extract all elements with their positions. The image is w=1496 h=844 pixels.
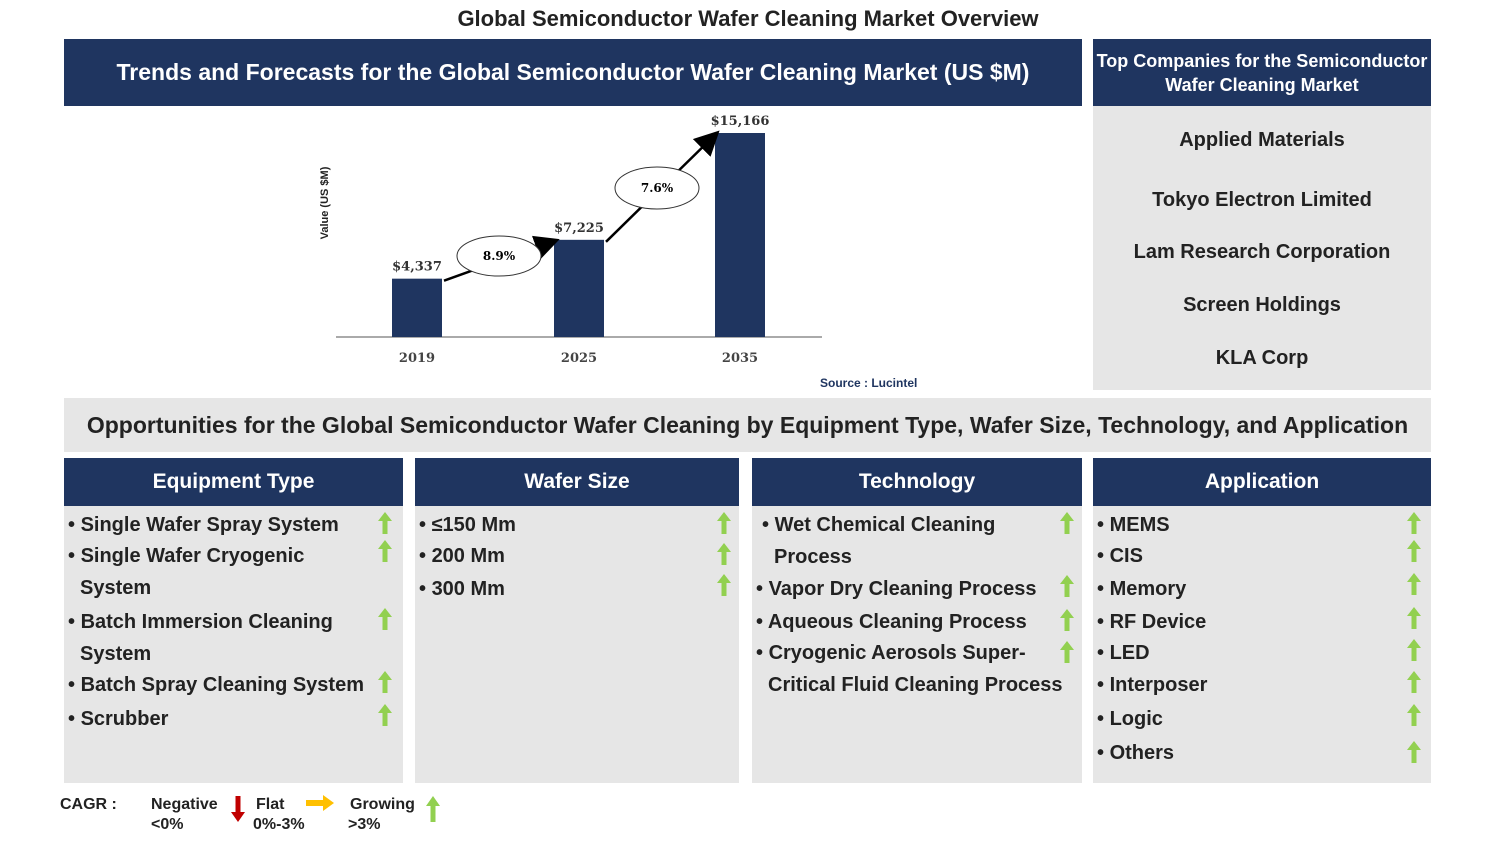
company-item: KLA Corp xyxy=(1215,347,1309,369)
list-item: • Batch Immersion Cleaning System xyxy=(68,611,333,665)
company-item: Tokyo Electron Limited xyxy=(1152,189,1372,211)
growing-arrow-icon xyxy=(1407,512,1421,534)
application-panel: • MEMS • CIS • Memory • RF Device • LED … xyxy=(1093,506,1431,783)
bar-value-label: $15,166 xyxy=(711,114,770,129)
growing-arrow-icon xyxy=(1407,704,1421,726)
bar-value-label: $4,337 xyxy=(392,260,442,275)
technology-header: Technology xyxy=(752,458,1082,506)
page-title: Global Semiconductor Wafer Cleaning Mark… xyxy=(457,6,1039,31)
growing-arrow-icon xyxy=(378,671,392,693)
list-item: • Cryogenic Aerosols Super-Critical Flui… xyxy=(756,642,1063,696)
bar-2035 xyxy=(715,133,765,337)
legend-negative-range: <0% xyxy=(151,816,184,833)
bar-2025 xyxy=(554,239,604,337)
growing-arrow-icon xyxy=(717,543,731,565)
list-item: • Vapor Dry Cleaning Process xyxy=(756,578,1037,600)
negative-arrow-icon xyxy=(231,796,245,822)
companies-header: Top Companies for the Semiconductor Wafe… xyxy=(1093,39,1431,106)
growing-arrow-icon xyxy=(1407,741,1421,763)
list-item: • 300 Mm xyxy=(419,578,505,600)
growing-arrow-icon xyxy=(1407,573,1421,595)
growing-arrow-icon xyxy=(717,574,731,596)
wafer-size-header: Wafer Size xyxy=(415,458,739,506)
growing-arrow-icon xyxy=(378,608,392,630)
cagr-label: 8.9% xyxy=(483,249,516,263)
x-tick-label: 2025 xyxy=(561,351,597,366)
bar-2019 xyxy=(392,278,442,337)
companies-panel: Applied Materials Tokyo Electron Limited… xyxy=(1093,106,1431,390)
list-item: • MEMS xyxy=(1097,514,1170,536)
list-item: • CIS xyxy=(1097,545,1143,567)
growing-arrow-icon xyxy=(378,512,392,534)
legend-flat-range: 0%-3% xyxy=(253,816,305,833)
growing-arrow-icon xyxy=(378,540,392,562)
list-item: • Single Wafer Spray System xyxy=(68,514,339,536)
growing-arrow-icon xyxy=(1407,540,1421,562)
source-note: Source : Lucintel xyxy=(820,376,918,390)
legend-growing-label: Growing xyxy=(350,796,415,813)
application-header: Application xyxy=(1093,458,1431,506)
x-tick-label: 2019 xyxy=(399,351,435,366)
technology-panel: • Wet Chemical Cleaning Process • Vapor … xyxy=(752,506,1082,783)
list-item: • Batch Spray Cleaning System xyxy=(68,674,364,696)
list-item: • Others xyxy=(1097,742,1175,764)
growing-arrow-icon xyxy=(1407,671,1421,693)
equipment-type-header: Equipment Type xyxy=(64,458,403,506)
growing-arrow-icon xyxy=(1060,575,1074,597)
list-item: • LED xyxy=(1097,642,1150,664)
growing-arrow-icon xyxy=(1060,641,1074,663)
legend-flat-label: Flat xyxy=(256,796,285,813)
list-item: • RF Device xyxy=(1097,611,1207,633)
list-item: • Single Wafer Cryogenic System xyxy=(68,545,305,599)
equipment-type-panel: • Single Wafer Spray System • Single Waf… xyxy=(64,506,403,783)
list-item: • Logic xyxy=(1097,708,1163,730)
growing-arrow-icon xyxy=(1060,512,1074,534)
flat-arrow-icon xyxy=(306,795,334,811)
list-item: • 200 Mm xyxy=(419,545,505,567)
growing-arrow-icon xyxy=(426,796,440,822)
legend-growing-range: >3% xyxy=(348,816,381,833)
bar-value-label: $7,225 xyxy=(554,221,604,236)
cagr-bubble xyxy=(456,235,542,277)
list-item: • ≤150 Mm xyxy=(419,514,516,536)
list-item: • Memory xyxy=(1097,578,1187,600)
list-item: • Aqueous Cleaning Process xyxy=(756,611,1027,633)
company-item: Applied Materials xyxy=(1179,129,1345,151)
cagr-label: 7.6% xyxy=(641,181,674,195)
company-item: Screen Holdings xyxy=(1183,294,1341,316)
cagr-bubble xyxy=(614,166,700,210)
wafer-size-panel: • ≤150 Mm • 200 Mm • 300 Mm xyxy=(415,506,739,783)
growing-arrow-icon xyxy=(717,512,731,534)
opportunities-title: Opportunities for the Global Semiconduct… xyxy=(86,411,1409,438)
growing-arrow-icon xyxy=(1407,607,1421,629)
list-item: • Interposer xyxy=(1097,674,1208,696)
y-axis-label: Value (US $M) xyxy=(319,166,331,239)
growing-arrow-icon xyxy=(378,704,392,726)
list-item: • Scrubber xyxy=(68,708,169,730)
legend-negative-label: Negative xyxy=(151,796,218,813)
growing-arrow-icon xyxy=(1407,639,1421,661)
growing-arrow-icon xyxy=(1060,609,1074,631)
opportunities-band: Opportunities for the Global Semiconduct… xyxy=(64,398,1431,452)
x-tick-label: 2035 xyxy=(722,351,758,366)
list-item: • Wet Chemical Cleaning Process xyxy=(762,514,996,568)
company-item: Lam Research Corporation xyxy=(1133,241,1391,263)
market-bar-chart: Value (US $M) $4,337 2019 $7,225 2025 $15,16… xyxy=(319,114,822,366)
legend-cagr-label: CAGR : xyxy=(60,796,117,813)
chart-header: Trends and Forecasts for the Global Semi… xyxy=(64,39,1082,106)
